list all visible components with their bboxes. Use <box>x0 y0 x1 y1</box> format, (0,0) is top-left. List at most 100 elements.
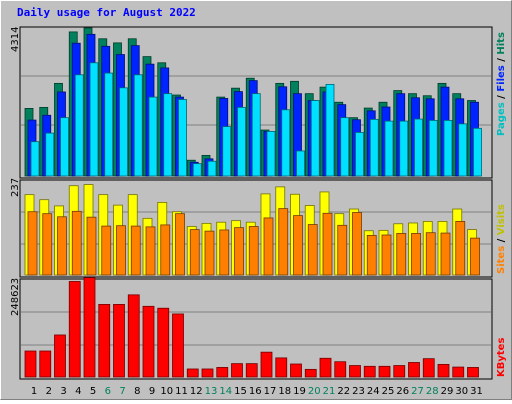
kbytes-bar-kbytes-day-24 <box>363 365 376 378</box>
x-tick-label-day-26: 26 <box>396 386 409 397</box>
legend-files: Files <box>496 65 507 91</box>
kbytes-bar-kbytes-day-6 <box>98 304 111 378</box>
traffic-bar-pages-day-20 <box>310 100 320 177</box>
kbytes-bar-kbytes-day-14 <box>216 367 229 378</box>
kbytes-bar-kbytes-day-5 <box>83 277 96 378</box>
traffic-bar-pages-day-7 <box>119 87 128 177</box>
traffic-bar-pages-day-2 <box>45 132 55 177</box>
visits-bar-sites-day-14 <box>219 229 230 276</box>
x-tick-label-day-22: 22 <box>337 386 350 397</box>
visits-bar-sites-day-11 <box>175 213 185 276</box>
visits-bar-sites-day-15 <box>234 227 244 276</box>
traffic-bar-pages-day-19 <box>296 150 305 177</box>
kbytes-bar-kbytes-day-28 <box>422 358 435 378</box>
x-tick-label-day-28: 28 <box>426 386 439 397</box>
traffic-panel-frame <box>19 26 493 179</box>
x-tick-label-day-18: 18 <box>278 386 291 397</box>
traffic-bar-pages-day-12 <box>192 163 202 177</box>
kbytes-bar-kbytes-day-2 <box>39 350 52 378</box>
legend-visits: Visits <box>496 204 507 235</box>
traffic-bar-pages-day-9 <box>148 96 158 177</box>
x-tick-label-day-17: 17 <box>264 386 277 397</box>
traffic-bar-pages-day-14 <box>222 126 232 177</box>
legend-hits: Hits <box>496 32 507 55</box>
legend-sites: Sites <box>496 246 507 274</box>
kbytes-bar-kbytes-day-8 <box>127 294 140 378</box>
traffic-bar-pages-day-30 <box>458 123 468 177</box>
visits-bar-sites-day-7 <box>116 225 126 276</box>
visits-legend: Sites / Visits <box>496 204 507 274</box>
traffic-bar-pages-day-31 <box>473 127 482 177</box>
visits-bar-sites-day-26 <box>396 233 407 276</box>
kbytes-bar-kbytes-day-15 <box>231 363 243 378</box>
traffic-bar-pages-day-10 <box>163 93 173 177</box>
traffic-bar-pages-day-8 <box>133 74 143 177</box>
kbytes-bar-kbytes-day-16 <box>245 363 258 378</box>
visits-bar-sites-day-9 <box>145 226 156 276</box>
visits-max-label: 237 <box>10 178 21 197</box>
visits-bar-sites-day-10 <box>160 224 171 276</box>
traffic-bar-pages-day-5 <box>89 62 99 177</box>
kbytes-max-label: 248623 <box>10 278 21 316</box>
visits-panel-frame <box>19 179 493 278</box>
x-tick-label-day-8: 8 <box>134 386 140 397</box>
traffic-bar-pages-day-27 <box>414 118 423 177</box>
traffic-legend: Pages / Files / Hits <box>496 32 507 136</box>
x-tick-label-day-6: 6 <box>105 386 111 397</box>
kbytes-bar-kbytes-day-23 <box>349 365 361 378</box>
visits-bar-sites-day-18 <box>278 208 289 276</box>
x-tick-label-day-14: 14 <box>219 386 232 397</box>
legend-kbytes: KBytes <box>496 338 507 377</box>
x-tick-label-day-11: 11 <box>175 386 188 397</box>
traffic-bar-pages-day-13 <box>207 160 217 177</box>
x-tick-label-day-30: 30 <box>455 386 468 397</box>
visits-bar-sites-day-20 <box>307 224 318 276</box>
visits-bar-sites-day-17 <box>263 217 274 276</box>
kbytes-bar-kbytes-day-31 <box>467 367 479 378</box>
visits-bar-sites-day-8 <box>130 225 141 276</box>
bar-marks <box>24 27 482 378</box>
x-tick-label-day-12: 12 <box>190 386 203 397</box>
kbytes-bar-kbytes-day-3 <box>54 334 66 378</box>
kbytes-bar-kbytes-day-22 <box>334 361 347 378</box>
visits-bar-sites-day-4 <box>71 210 82 276</box>
visits-bar-sites-day-30 <box>455 221 466 276</box>
kbytes-bar-kbytes-day-9 <box>142 305 155 378</box>
visits-bar-sites-day-13 <box>204 230 215 276</box>
x-tick-label-day-27: 27 <box>411 386 424 397</box>
kbytes-legend: KBytes <box>496 338 507 377</box>
kbytes-panel-frame <box>19 278 493 380</box>
traffic-bar-pages-day-25 <box>384 120 394 177</box>
kbytes-bar-kbytes-day-12 <box>186 368 199 378</box>
kbytes-bar-kbytes-day-7 <box>113 304 125 378</box>
kbytes-bar-kbytes-day-27 <box>408 362 420 378</box>
traffic-bar-pages-day-22 <box>340 117 350 177</box>
visits-bar-sites-day-6 <box>101 225 112 276</box>
visits-bar-sites-day-1 <box>27 211 38 276</box>
kbytes-bar-kbytes-day-10 <box>157 307 170 378</box>
kbytes-bar-kbytes-day-13 <box>201 368 214 378</box>
legend-sep-1: / <box>496 92 507 103</box>
visits-bar-sites-day-16 <box>248 226 259 276</box>
kbytes-bar-kbytes-day-21 <box>319 357 332 378</box>
x-tick-label-day-2: 2 <box>46 386 52 397</box>
traffic-bar-pages-day-1 <box>30 141 40 177</box>
x-tick-label-day-20: 20 <box>308 386 321 397</box>
visits-bar-sites-day-22 <box>337 224 348 276</box>
x-tick-label-day-29: 29 <box>441 386 454 397</box>
kbytes-bar-kbytes-day-30 <box>452 366 465 378</box>
traffic-max-label: 4314 <box>10 27 21 52</box>
traffic-bar-pages-day-28 <box>428 120 438 177</box>
legend-sep-2: / <box>496 55 507 66</box>
visits-bar-sites-day-12 <box>189 229 200 276</box>
visits-bar-sites-day-29 <box>440 232 451 276</box>
x-tick-label-day-5: 5 <box>90 386 96 397</box>
traffic-bar-pages-day-24 <box>369 118 379 177</box>
x-tick-label-day-15: 15 <box>234 386 247 397</box>
kbytes-bar-kbytes-day-26 <box>393 365 406 378</box>
chart-title: Daily usage for August 2022 <box>17 6 196 19</box>
x-tick-label-day-1: 1 <box>31 386 37 397</box>
x-tick-label-day-7: 7 <box>119 386 125 397</box>
